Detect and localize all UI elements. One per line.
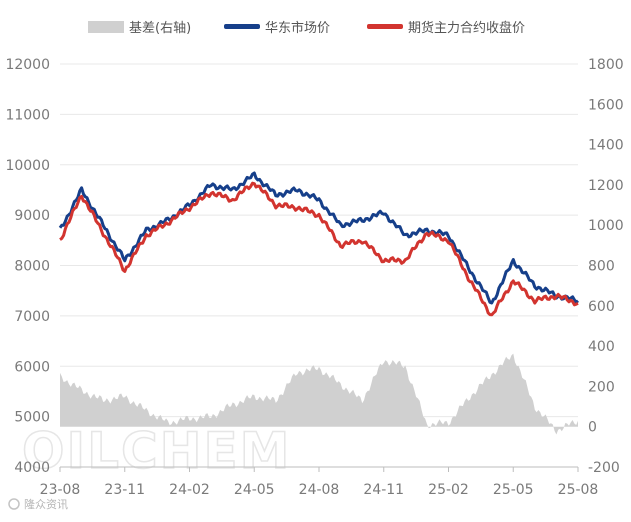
- left-axis-ticks: 4000 5000 6000 7000 8000 9000 10000 11000 12000: [5, 57, 50, 476]
- right-tick-label: 0: [588, 420, 597, 436]
- right-tick-label: 200: [588, 379, 615, 395]
- x-tick-label: 25-08: [558, 482, 599, 498]
- left-tick-label: 12000: [5, 57, 50, 73]
- x-tick-label: 24-02: [169, 482, 210, 498]
- basis-area-layer: [60, 353, 578, 435]
- legend-item-futures-close-line: 期货主力合约收盘价: [367, 20, 525, 36]
- legend-label: 基差(右轴): [129, 21, 191, 36]
- futures-close-line: [59, 181, 579, 317]
- watermark: OILCHEM: [21, 421, 291, 481]
- legend-swatch: [224, 24, 260, 29]
- right-tick-label: 1000: [588, 218, 624, 234]
- watermark-text: OILCHEM: [22, 422, 291, 480]
- right-tick-label: 1200: [588, 178, 624, 194]
- left-tick-label: 5000: [14, 410, 50, 426]
- left-tick-label: 6000: [14, 359, 50, 375]
- legend-label: 华东市场价: [265, 20, 330, 36]
- left-tick-label: 8000: [14, 259, 50, 275]
- left-tick-label: 11000: [5, 107, 50, 123]
- x-tick-label: 23-11: [104, 482, 145, 498]
- east-china-price-line: [58, 171, 579, 305]
- legend-item-basis-area: 基差(右轴): [88, 21, 191, 36]
- left-tick-label: 7000: [14, 309, 50, 325]
- legend-item-east-china-price-line: 华东市场价: [224, 20, 330, 36]
- legend-swatch: [88, 21, 124, 33]
- x-tick-label: 24-11: [363, 482, 404, 498]
- price-lines-layer: [58, 171, 579, 317]
- oilchem-logo: 隆众资讯: [8, 497, 68, 511]
- legend: 基差(右轴) 华东市场价 期货主力合约收盘价: [88, 20, 525, 36]
- basis-area: [60, 353, 578, 435]
- x-tick-label: 23-08: [40, 482, 81, 498]
- legend-label: 期货主力合约收盘价: [408, 20, 525, 36]
- x-tick-label: 25-05: [493, 482, 534, 498]
- x-tick-label: 24-05: [234, 482, 275, 498]
- right-tick-label: 600: [588, 299, 615, 315]
- right-axis-ticks: -200 0 200 400 600 800 1000 1200 1400 1600 1800: [588, 57, 624, 476]
- left-tick-label: 9000: [14, 208, 50, 224]
- legend-swatch: [367, 24, 403, 29]
- right-tick-label: 1400: [588, 138, 624, 154]
- right-tick-label: 1800: [588, 57, 624, 73]
- logo-text: 隆众资讯: [24, 497, 68, 511]
- right-tick-label: -200: [588, 460, 620, 476]
- x-tick-label: 25-02: [428, 482, 469, 498]
- x-axis-ticks: 23-08 23-11 24-02 24-05 24-08 24-11 25-02 25-05…: [40, 466, 599, 498]
- left-tick-label: 4000: [14, 460, 50, 476]
- left-tick-label: 10000: [5, 158, 50, 174]
- right-tick-label: 400: [588, 339, 615, 355]
- x-tick-label: 24-08: [299, 482, 340, 498]
- right-tick-label: 800: [588, 259, 615, 275]
- right-tick-label: 1600: [588, 97, 624, 113]
- oilchem-logo-icon: [8, 498, 20, 510]
